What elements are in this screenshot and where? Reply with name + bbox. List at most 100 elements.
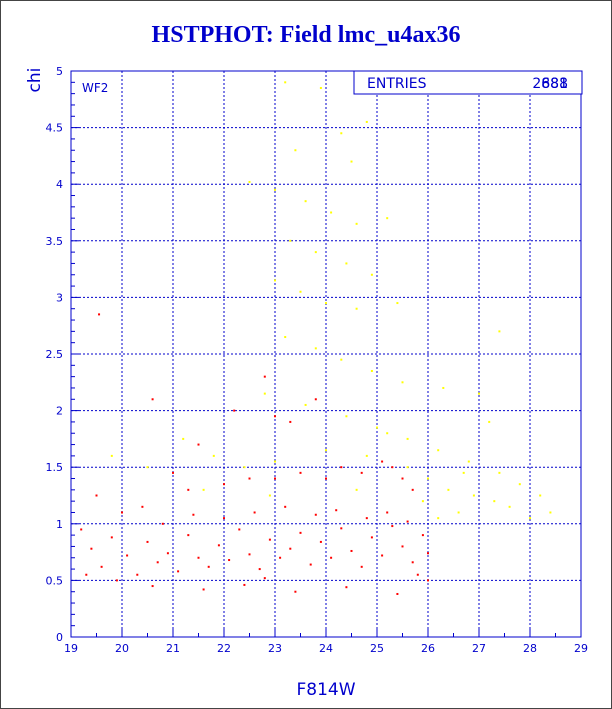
data-point [539,494,542,497]
data-point [396,592,399,595]
y-tick-label: 3 [56,291,63,304]
y-tick-label: 0 [56,631,63,644]
data-point [401,545,404,548]
data-point [274,460,276,463]
x-tick-label: 20 [115,642,129,655]
data-point [263,392,266,395]
data-point [314,398,317,401]
data-point [294,149,297,152]
series-2 [110,81,552,520]
data-point [314,251,317,254]
data-point [151,585,154,588]
x-tick-label: 21 [166,642,180,655]
data-point [345,415,348,418]
data-point [391,525,394,528]
data-point [268,538,271,541]
data-point [263,375,266,378]
data-point [187,534,190,537]
panel-label: WF2 [82,81,108,95]
data-point [330,211,333,214]
data-point [325,449,327,452]
data-point [294,590,297,593]
data-point [529,517,531,520]
y-tick-label: 1.5 [46,461,64,474]
data-point [136,573,139,576]
data-point [314,347,317,350]
data-point [355,222,358,225]
data-point [172,471,174,474]
data-point [518,483,521,486]
series-1 [80,313,429,595]
data-point [177,570,180,573]
data-point [401,477,404,480]
data-point [401,381,404,384]
data-point [427,477,429,480]
data-point [217,544,220,547]
data-point [289,420,292,423]
data-point [427,552,429,555]
data-point [340,527,343,530]
data-point [350,549,353,552]
data-point [457,511,460,514]
data-point [197,443,200,446]
data-point [115,579,118,582]
data-point [289,239,292,242]
data-point [462,471,465,474]
data-point [345,262,348,265]
data-point [284,81,287,84]
data-point [370,273,373,276]
data-point [340,466,343,469]
data-point [146,466,149,469]
y-tick-label: 2 [56,405,63,418]
data-point [549,511,552,514]
axis-ticks: 19 20 21 22 23 24 25 26 27 28 29 0 0.5 1 1.5 2 2.5 3 3.5 4 4… [46,65,589,655]
data-point [253,511,256,514]
data-point [330,556,333,559]
data-point [284,505,287,508]
data-point [248,553,251,556]
data-point [411,488,414,491]
data-point [467,460,470,463]
data-point [80,528,83,531]
data-point [299,531,302,534]
data-point [223,483,225,486]
data-point [391,466,394,469]
data-point [243,583,246,586]
data-point [386,511,389,514]
data-point [319,86,322,89]
data-point [360,565,363,568]
data-points [80,81,552,595]
data-point [325,302,327,305]
data-point [314,513,317,516]
data-point [493,500,496,503]
data-point [248,180,251,183]
x-tick-label: 26 [421,642,435,655]
chart-title: HSTPHOT: Field lmc_u4ax36 [151,22,461,48]
data-point [365,517,368,520]
data-point [340,132,343,135]
data-point [386,432,389,435]
data-point [126,554,129,557]
data-point [212,454,215,457]
y-tick-label: 1 [56,518,63,531]
y-tick-label: 5 [56,65,63,78]
data-point [110,454,113,457]
data-point [182,437,185,440]
data-point [508,505,511,508]
x-tick-label: 25 [370,642,384,655]
data-point [355,488,358,491]
data-point [406,437,409,440]
data-point [248,477,251,480]
data-point [350,160,353,163]
data-point [396,302,399,305]
data-point [355,307,358,310]
data-point [202,488,205,491]
data-point [345,586,348,589]
data-point [299,290,302,293]
data-point [110,536,113,539]
data-point [233,409,236,412]
y-tick-label: 4 [56,178,63,191]
data-point [98,313,101,316]
data-point [421,534,424,537]
data-point [258,568,261,571]
